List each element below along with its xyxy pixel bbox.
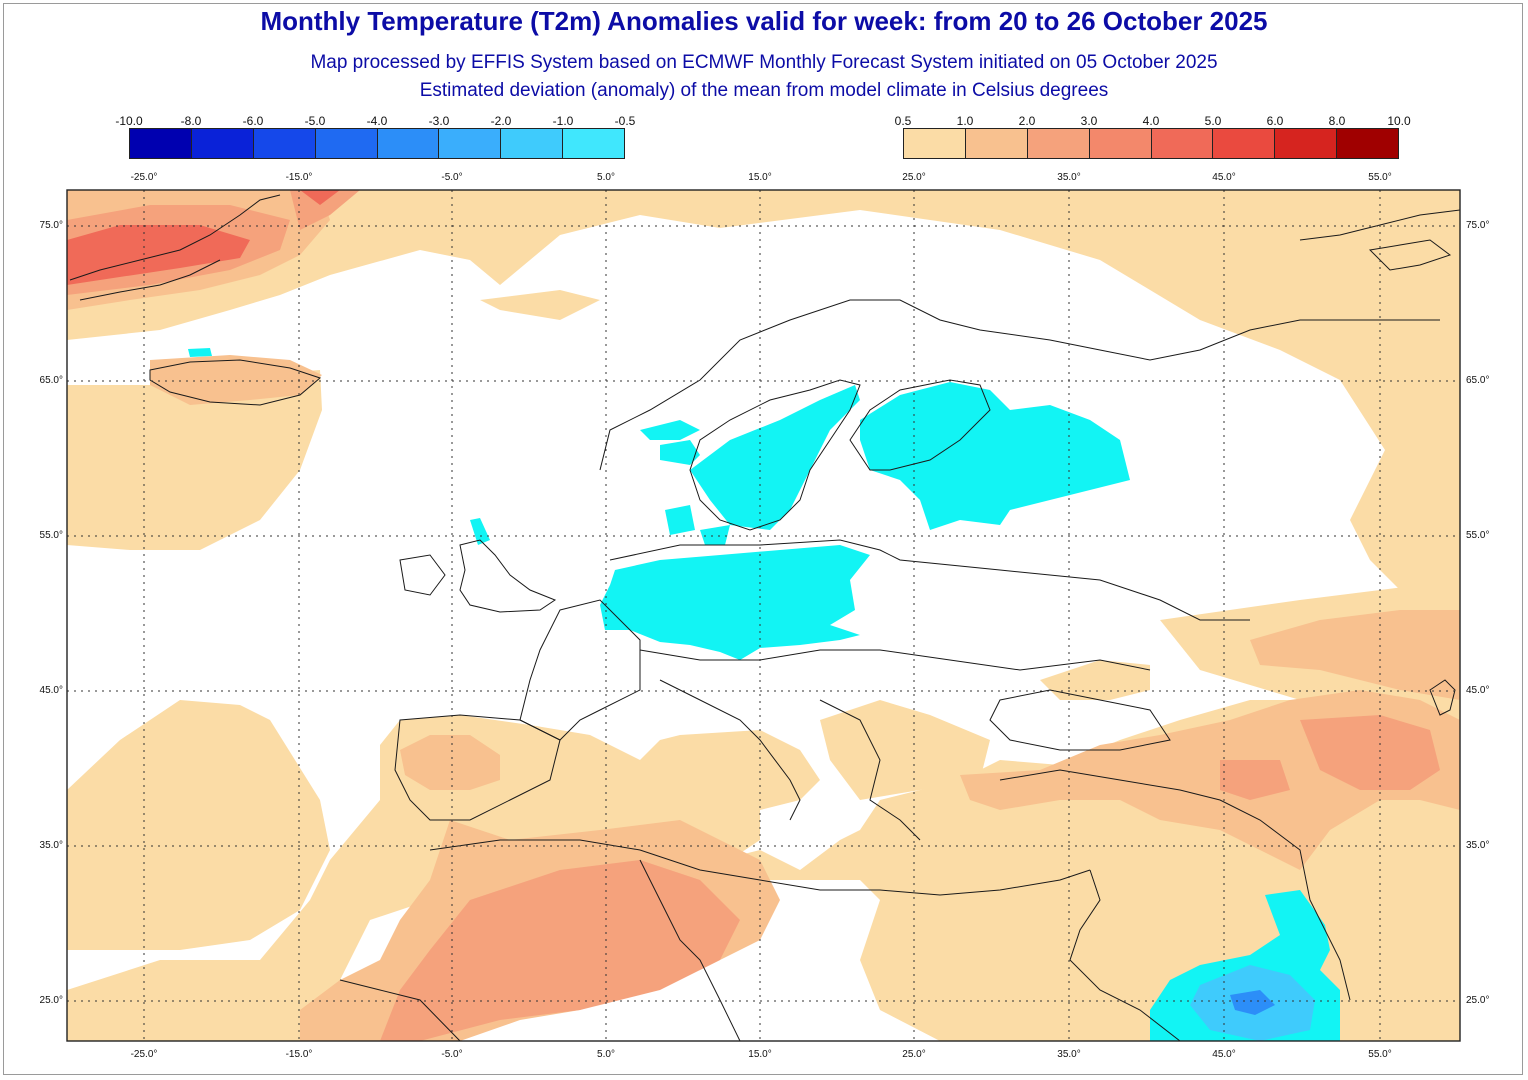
anomaly-area-minus-2 [1230, 990, 1275, 1015]
cold-legend-swatch [315, 129, 378, 158]
axis-tick-label: 55.0° [1466, 530, 1490, 541]
cold-legend-swatch [439, 129, 502, 158]
cold-legend-swatch [377, 129, 440, 158]
cold-legend-swatch [130, 129, 192, 158]
axis-tick-label: 45.0° [1212, 172, 1236, 183]
axis-tick-label: 45.0° [1212, 1049, 1236, 1060]
warm-legend-label: 4.0 [1142, 114, 1160, 128]
warm-legend-swatch [1027, 129, 1090, 158]
warm-legend-swatch [1337, 129, 1398, 158]
cold-legend-label: -5.0 [304, 114, 326, 128]
axis-tick-label: 15.0° [748, 172, 772, 183]
axis-tick-label: 55.0° [1368, 172, 1392, 183]
warm-legend-label: 0.5 [894, 114, 912, 128]
map-subtitle-units: Estimated deviation (anomaly) of the mea… [419, 80, 1109, 101]
axis-tick-label: 35.0° [1466, 840, 1490, 851]
cold-legend-swatch [501, 129, 564, 158]
graticule [67, 190, 1460, 1041]
cold-legend-swatch [191, 129, 254, 158]
anomaly-area-minus-0.5 [188, 348, 1340, 1041]
cold-legend-label: -0.5 [614, 114, 636, 128]
coastlines-and-borders [149, 209, 1460, 1041]
warm-legend-label: 10.0 [1387, 114, 1411, 128]
map-subtitle-processing: Map processed by EFFIS System based on E… [310, 52, 1218, 73]
cold-anomaly-colorbar [129, 128, 625, 159]
cold-legend-label: -2.0 [490, 114, 512, 128]
greenland-coast [69, 194, 281, 301]
axis-tick-label: 25.0° [39, 995, 63, 1006]
warm-legend-label: 3.0 [1080, 114, 1098, 128]
axis-tick-label: 35.0° [39, 840, 63, 851]
axis-tick-label: 15.0° [748, 1049, 772, 1060]
cold-legend-swatch [563, 129, 624, 158]
axis-tick-label: 55.0° [39, 530, 63, 541]
warm-legend-swatch [904, 129, 966, 158]
map-border [66, 189, 1461, 1042]
axis-tick-label: 25.0° [902, 172, 926, 183]
warm-legend-swatch [1275, 129, 1338, 158]
axis-tick-label: 25.0° [1466, 995, 1490, 1006]
axis-tick-label: 75.0° [39, 220, 63, 231]
axis-tick-label: 25.0° [902, 1049, 926, 1060]
axis-tick-label: -25.0° [130, 1049, 158, 1060]
axis-tick-label: 45.0° [39, 685, 63, 696]
axis-tick-label: 5.0° [597, 1049, 615, 1060]
axis-tick-label: -15.0° [285, 172, 313, 183]
cold-legend-label: -4.0 [366, 114, 388, 128]
cold-legend-swatch [253, 129, 316, 158]
axis-tick-label: 5.0° [597, 172, 615, 183]
warm-legend-label: 6.0 [1266, 114, 1284, 128]
axis-tick-label: -5.0° [441, 1049, 463, 1060]
axis-tick-label: 35.0° [1057, 172, 1081, 183]
axis-tick-label: 45.0° [1466, 685, 1490, 696]
map-canvas [67, 190, 1460, 1041]
cold-legend-label: -1.0 [552, 114, 574, 128]
axis-tick-label: -15.0° [285, 1049, 313, 1060]
cold-legend-label: -3.0 [428, 114, 450, 128]
axis-tick-label: 55.0° [1368, 1049, 1392, 1060]
warm-legend-swatch [1089, 129, 1152, 158]
cold-legend-label: -8.0 [180, 114, 202, 128]
warm-legend-swatch [1151, 129, 1214, 158]
axis-tick-label: -25.0° [130, 172, 158, 183]
cold-legend-label: -6.0 [242, 114, 264, 128]
cold-legend-label: -10.0 [115, 114, 143, 128]
axis-tick-label: 35.0° [1057, 1049, 1081, 1060]
map-title: Monthly Temperature (T2m) Anomalies vali… [260, 6, 1268, 36]
axis-tick-label: 65.0° [39, 375, 63, 386]
warm-legend-label: 8.0 [1328, 114, 1346, 128]
figure-frame [3, 3, 1523, 1075]
warm-legend-label: 1.0 [956, 114, 974, 128]
axis-tick-label: 75.0° [1466, 220, 1490, 231]
warm-anomaly-colorbar [903, 128, 1399, 159]
warm-legend-label: 5.0 [1204, 114, 1222, 128]
axis-tick-label: -5.0° [441, 172, 463, 183]
axis-tick-label: 65.0° [1466, 375, 1490, 386]
warm-legend-label: 2.0 [1018, 114, 1036, 128]
warm-legend-swatch [1213, 129, 1276, 158]
warm-legend-swatch [965, 129, 1028, 158]
